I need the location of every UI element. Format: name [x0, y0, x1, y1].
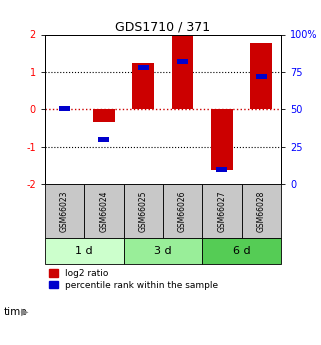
Text: 3 d: 3 d — [154, 246, 172, 256]
Bar — [124, 184, 163, 238]
Text: GSM66025: GSM66025 — [139, 190, 148, 232]
Bar — [84, 184, 124, 238]
Bar — [202, 184, 242, 238]
Bar — [242, 184, 281, 238]
Bar — [124, 238, 202, 265]
Text: time: time — [3, 307, 27, 317]
Bar — [256, 74, 267, 79]
Text: 6 d: 6 d — [233, 246, 250, 256]
Text: GSM66024: GSM66024 — [100, 190, 108, 232]
Text: GSM66023: GSM66023 — [60, 190, 69, 232]
Bar — [216, 167, 227, 172]
Text: GSM66027: GSM66027 — [217, 190, 226, 232]
Text: GSM66026: GSM66026 — [178, 190, 187, 232]
Bar — [211, 109, 233, 170]
Bar — [250, 43, 272, 109]
Bar — [93, 109, 115, 122]
Bar — [133, 62, 154, 109]
Bar — [138, 65, 149, 70]
Bar — [59, 106, 70, 111]
Legend: log2 ratio, percentile rank within the sample: log2 ratio, percentile rank within the s… — [47, 267, 220, 292]
Bar — [45, 184, 84, 238]
Bar — [172, 35, 193, 109]
Bar — [163, 184, 202, 238]
Bar — [99, 137, 109, 142]
Text: GSM66028: GSM66028 — [257, 190, 266, 232]
Bar — [45, 238, 124, 265]
Bar — [177, 59, 188, 64]
Text: 1 d: 1 d — [75, 246, 93, 256]
Bar — [202, 238, 281, 265]
Title: GDS1710 / 371: GDS1710 / 371 — [115, 20, 211, 33]
Text: ▶: ▶ — [21, 307, 28, 317]
